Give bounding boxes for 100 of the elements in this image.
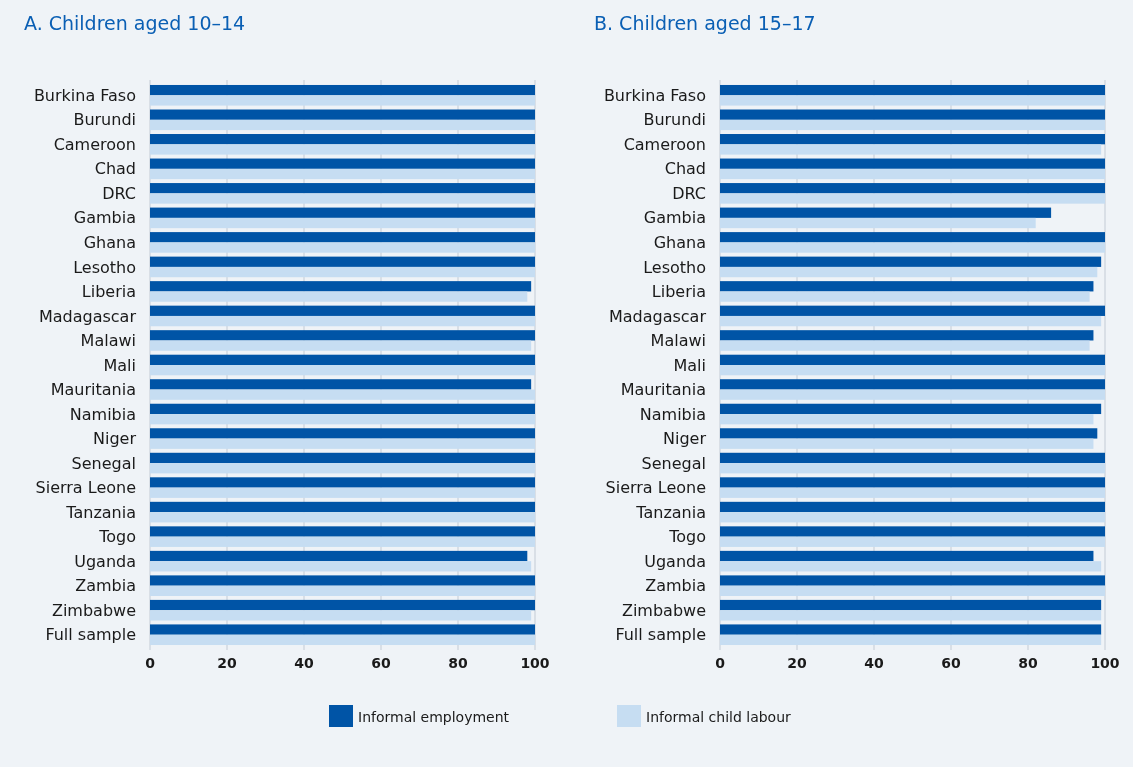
bar: [720, 599, 1102, 611]
bar: [720, 207, 1052, 218]
y-tick-label: Togo: [98, 527, 136, 547]
y-tick-label: Senegal: [71, 453, 136, 473]
bar: [720, 477, 1105, 488]
y-tick-label: Zambia: [75, 576, 136, 596]
bar: [720, 575, 1105, 586]
legend-label: Informal child labour: [646, 708, 792, 725]
bar: [720, 561, 1102, 572]
y-tick-label: Liberia: [651, 282, 706, 302]
y-tick-label: Namibia: [639, 404, 706, 424]
y-tick-label: Zimbabwe: [621, 600, 706, 620]
bar: [720, 487, 1105, 498]
bar: [720, 119, 1105, 131]
y-tick-label: Cameroon: [53, 134, 136, 154]
y-tick-label: Tanzania: [65, 502, 136, 522]
bar: [720, 526, 1105, 537]
bar: [720, 134, 1105, 145]
y-tick-label: DRC: [102, 183, 136, 203]
bar: [720, 232, 1105, 243]
y-tick-label: Mali: [103, 355, 136, 375]
bar: [720, 389, 1105, 400]
bar: [720, 512, 1105, 523]
y-tick-label: Burundi: [643, 110, 706, 130]
bar: [720, 365, 1105, 376]
x-tick-label: 0: [715, 655, 726, 671]
bar: [720, 428, 1098, 439]
y-tick-label: Mauritania: [620, 380, 706, 400]
y-tick-label: Gambia: [73, 208, 136, 228]
chart-title: B. Children aged 15–17: [594, 12, 816, 34]
y-tick-label: Ghana: [653, 233, 706, 252]
bar: [720, 354, 1105, 365]
bar: [720, 438, 1094, 449]
y-tick-label: Burundi: [73, 110, 136, 130]
x-tick-label: 60: [371, 655, 391, 671]
bar: [720, 414, 1094, 425]
chart-title: A. Children aged 10–14: [24, 12, 246, 34]
y-tick-label: Ghana: [83, 233, 136, 252]
bar: [720, 266, 1098, 278]
x-tick-label: 80: [448, 655, 468, 671]
y-tick-label: Full sample: [615, 625, 706, 645]
y-tick-label: Sierra Leone: [605, 478, 706, 498]
y-tick-label: Uganda: [74, 551, 136, 571]
y-tick-label: Lesotho: [73, 257, 136, 277]
y-tick-label: Lesotho: [643, 257, 706, 277]
bar: [720, 305, 1105, 316]
legend-label: Informal employment: [358, 708, 510, 725]
bar: [720, 315, 1102, 327]
bar: [720, 624, 1102, 635]
x-tick-label: 40: [864, 655, 884, 671]
y-tick-label: Niger: [663, 429, 707, 449]
bar: [720, 109, 1105, 120]
y-tick-label: Zambia: [645, 576, 706, 596]
x-tick-label: 100: [1090, 655, 1120, 671]
bar: [720, 536, 1105, 547]
y-tick-label: Mauritania: [50, 380, 136, 400]
y-tick-label: DRC: [672, 183, 706, 203]
bar: [720, 281, 1094, 292]
x-tick-label: 0: [145, 655, 156, 671]
bar: [720, 340, 1090, 351]
y-tick-label: Liberia: [81, 282, 136, 302]
bar: [720, 183, 1105, 194]
y-tick-label: Malawi: [80, 331, 136, 351]
x-tick-label: 100: [520, 655, 550, 671]
bar: [720, 168, 1105, 180]
bar: [720, 501, 1105, 513]
bar: [720, 144, 1102, 155]
bar: [720, 634, 1102, 646]
bar: [720, 256, 1102, 267]
bar: [720, 95, 1105, 106]
y-tick-label: Chad: [664, 159, 706, 179]
x-tick-label: 60: [941, 655, 961, 671]
bar: [720, 217, 1036, 229]
bar: [720, 330, 1094, 341]
y-tick-label: Burkina Faso: [603, 85, 706, 105]
bar: [720, 610, 1102, 621]
y-tick-label: Namibia: [69, 404, 136, 424]
bar: [720, 585, 1105, 596]
x-tick-label: 20: [787, 655, 807, 671]
bar: [720, 84, 1105, 96]
bar: [720, 463, 1105, 474]
bar: [720, 242, 1105, 253]
bar: [720, 193, 1105, 204]
bar: [720, 403, 1102, 415]
y-tick-label: Burkina Faso: [33, 85, 136, 105]
y-tick-label: Full sample: [45, 625, 136, 645]
x-tick-label: 40: [294, 655, 314, 671]
y-tick-label: Senegal: [641, 453, 706, 473]
x-tick-label: 20: [217, 655, 237, 671]
bar: [720, 291, 1090, 302]
y-tick-label: Malawi: [650, 331, 706, 351]
y-tick-label: Togo: [668, 527, 706, 547]
y-tick-label: Uganda: [644, 551, 706, 571]
y-tick-label: Chad: [94, 159, 136, 179]
y-tick-label: Niger: [93, 429, 137, 449]
y-tick-label: Zimbabwe: [51, 600, 136, 620]
y-tick-label: Cameroon: [623, 134, 706, 154]
bar: [720, 550, 1094, 562]
y-tick-label: Sierra Leone: [35, 478, 136, 498]
bar: [720, 379, 1105, 390]
